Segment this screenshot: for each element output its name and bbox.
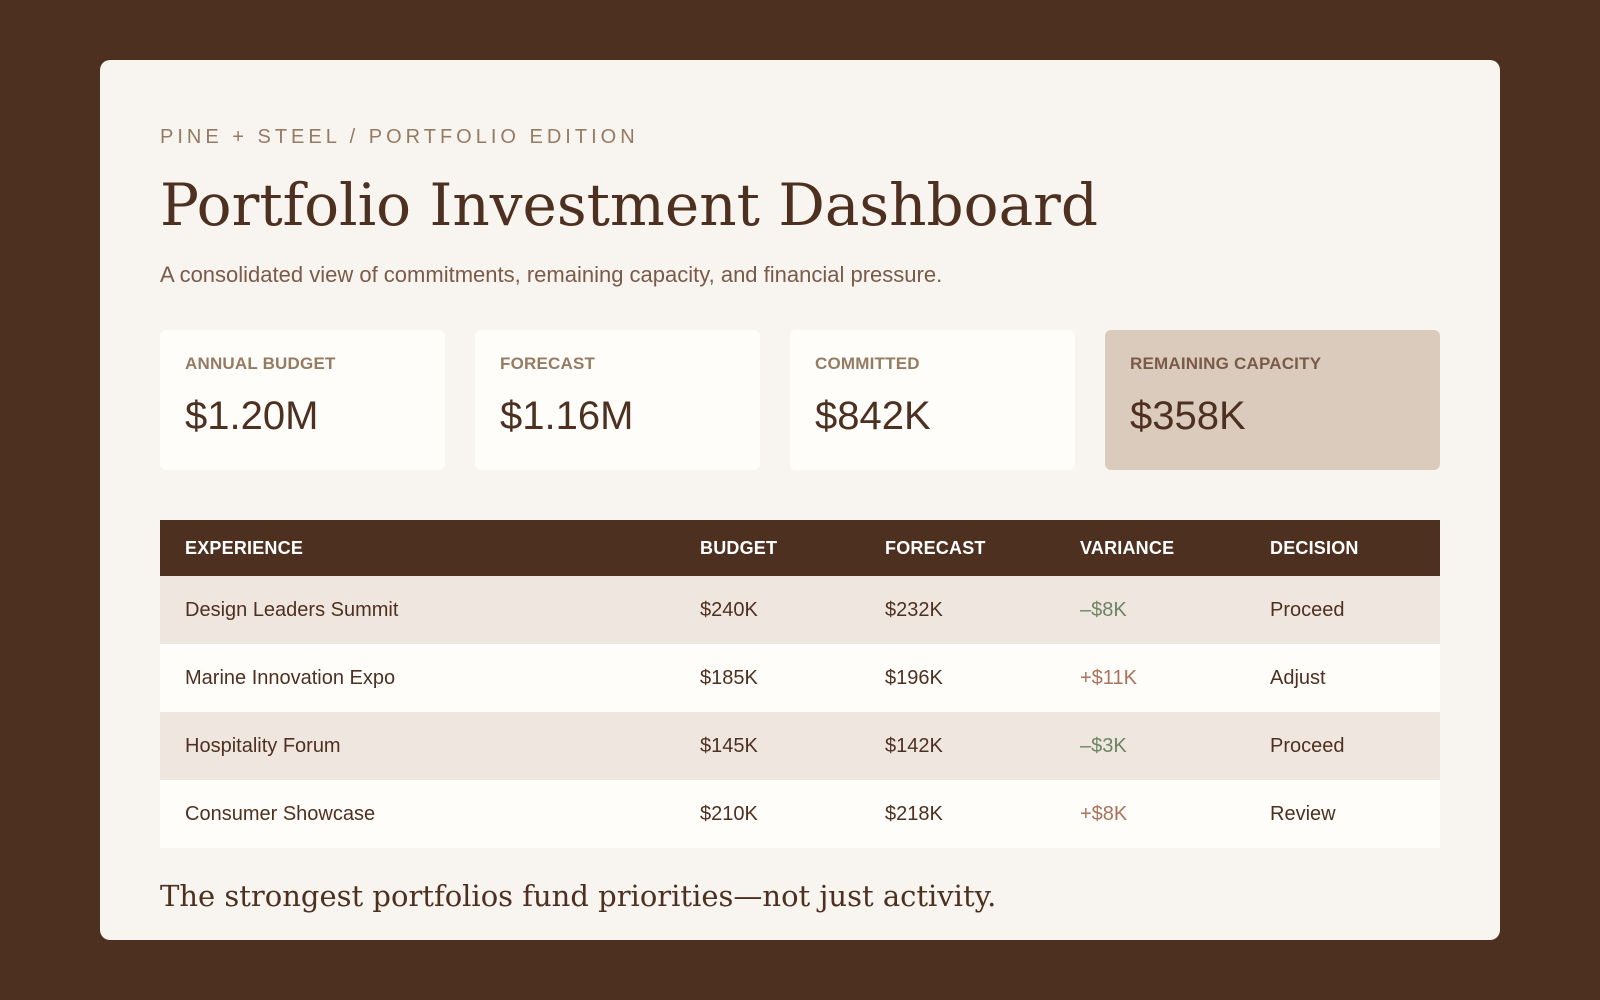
cell-experience: Hospitality Forum bbox=[160, 712, 675, 780]
cell-forecast: $142K bbox=[860, 712, 1055, 780]
investment-table: EXPERIENCE BUDGET FORECAST VARIANCE DECI… bbox=[160, 520, 1440, 848]
table-row: Design Leaders Summit $240K $232K –$8K P… bbox=[160, 576, 1440, 644]
column-header-experience: EXPERIENCE bbox=[160, 520, 675, 576]
dashboard-card: PINE + STEEL / PORTFOLIO EDITION Portfol… bbox=[100, 60, 1500, 940]
cell-experience: Marine Innovation Expo bbox=[160, 644, 675, 712]
cell-budget: $145K bbox=[675, 712, 860, 780]
table-row: Marine Innovation Expo $185K $196K +$11K… bbox=[160, 644, 1440, 712]
kpi-value: $842K bbox=[815, 394, 931, 438]
cell-forecast: $232K bbox=[860, 576, 1055, 644]
cell-decision: Review bbox=[1245, 780, 1440, 848]
kpi-card-remaining-capacity: REMAINING CAPACITY $358K bbox=[1105, 330, 1440, 470]
kpi-card-forecast: FORECAST $1.16M bbox=[475, 330, 760, 470]
cell-variance: +$11K bbox=[1055, 644, 1245, 712]
kpi-value: $1.16M bbox=[500, 394, 634, 438]
kpi-value: $1.20M bbox=[185, 394, 319, 438]
kpi-label: ANNUAL BUDGET bbox=[185, 354, 336, 373]
kpi-value: $358K bbox=[1130, 394, 1246, 438]
page-subtitle: A consolidated view of commitments, rema… bbox=[160, 262, 943, 287]
column-header-forecast: FORECAST bbox=[860, 520, 1055, 576]
kpi-label: COMMITTED bbox=[815, 354, 920, 373]
column-header-budget: BUDGET bbox=[675, 520, 860, 576]
column-header-decision: DECISION bbox=[1245, 520, 1440, 576]
cell-forecast: $196K bbox=[860, 644, 1055, 712]
cell-variance: –$8K bbox=[1055, 576, 1245, 644]
cell-forecast: $218K bbox=[860, 780, 1055, 848]
kpi-label: FORECAST bbox=[500, 354, 596, 373]
cell-experience: Consumer Showcase bbox=[160, 780, 675, 848]
cell-budget: $240K bbox=[675, 576, 860, 644]
kpi-row: ANNUAL BUDGET $1.20M FORECAST $1.16M COM… bbox=[160, 330, 1440, 470]
kpi-card-annual-budget: ANNUAL BUDGET $1.20M bbox=[160, 330, 445, 470]
cell-decision: Proceed bbox=[1245, 712, 1440, 780]
eyebrow-label: PINE + STEEL / PORTFOLIO EDITION bbox=[160, 126, 639, 148]
cell-experience: Design Leaders Summit bbox=[160, 576, 675, 644]
cell-variance: +$8K bbox=[1055, 780, 1245, 848]
cell-decision: Proceed bbox=[1245, 576, 1440, 644]
kpi-label: REMAINING CAPACITY bbox=[1130, 354, 1322, 373]
kpi-card-committed: COMMITTED $842K bbox=[790, 330, 1075, 470]
table-row: Hospitality Forum $145K $142K –$3K Proce… bbox=[160, 712, 1440, 780]
cell-budget: $210K bbox=[675, 780, 860, 848]
footer-quote: The strongest portfolios fund priorities… bbox=[160, 879, 997, 913]
cell-budget: $185K bbox=[675, 644, 860, 712]
table-header-row: EXPERIENCE BUDGET FORECAST VARIANCE DECI… bbox=[160, 520, 1440, 576]
column-header-variance: VARIANCE bbox=[1055, 520, 1245, 576]
cell-variance: –$3K bbox=[1055, 712, 1245, 780]
table-row: Consumer Showcase $210K $218K +$8K Revie… bbox=[160, 780, 1440, 848]
cell-decision: Adjust bbox=[1245, 644, 1440, 712]
page-title: Portfolio Investment Dashboard bbox=[160, 171, 1098, 239]
